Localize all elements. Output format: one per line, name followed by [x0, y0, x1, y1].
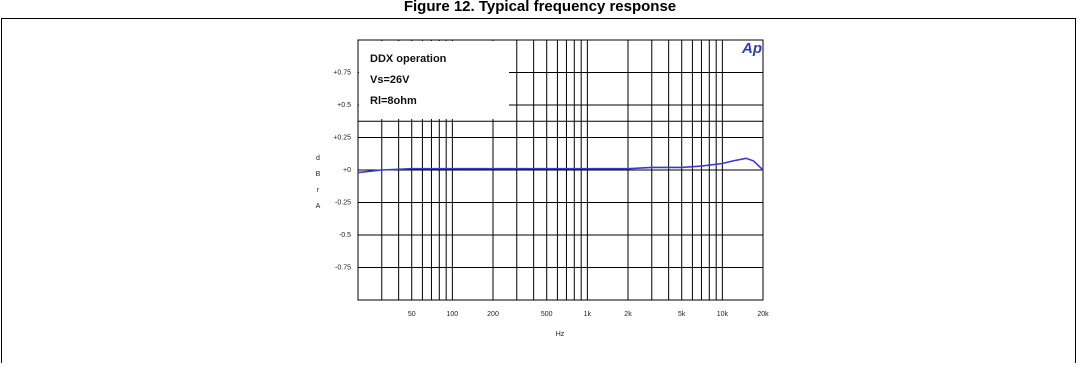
x-axis-label: Hz: [556, 331, 565, 338]
y-tick-label: -0.25: [335, 200, 351, 207]
x-tick-label: 100: [447, 311, 459, 318]
x-tick-label: 5k: [678, 311, 686, 318]
x-tick-label: 10k: [717, 311, 729, 318]
y-tick-label: +0: [343, 167, 351, 174]
y-axis-label-letter: B: [316, 171, 321, 178]
annotation-text: Vs=26V: [370, 74, 410, 86]
y-axis-label-letter: A: [316, 203, 321, 210]
x-tick-label: 20k: [757, 311, 769, 318]
axes: 50 100 200 500 1k 2k 5k 10k 20k +0.75 +0.5 +0.25 +0 -…: [316, 70, 769, 319]
x-tick-label: 50: [408, 311, 416, 318]
y-tick-label: -0.75: [335, 265, 351, 272]
ap-logo: Ap: [741, 40, 762, 57]
annotations: DDX operation Vs=26V Rl=8ohm: [370, 53, 447, 107]
series: [357, 157, 764, 174]
x-tick-label: 500: [541, 311, 553, 318]
annotation-text: Rl=8ohm: [370, 95, 417, 107]
x-tick-label: 1k: [584, 311, 592, 318]
x-tick-label: 2k: [624, 311, 632, 318]
y-axis-label-letter: r: [317, 187, 320, 194]
figure-frame: [1, 18, 1076, 363]
annotation-text: DDX operation: [370, 53, 447, 65]
page-title: Figure 12. Typical frequency response: [403, 0, 677, 15]
y-axis-label-letter: d: [316, 155, 320, 162]
annotation-box: [359, 41, 509, 119]
series-line: [357, 157, 764, 174]
x-tick-label: 200: [487, 311, 499, 318]
y-tick-label: -0.5: [339, 232, 351, 239]
y-tick-label: +0.25: [333, 135, 351, 142]
y-tick-label: +0.5: [337, 102, 351, 109]
y-tick-label: +0.75: [333, 70, 351, 77]
